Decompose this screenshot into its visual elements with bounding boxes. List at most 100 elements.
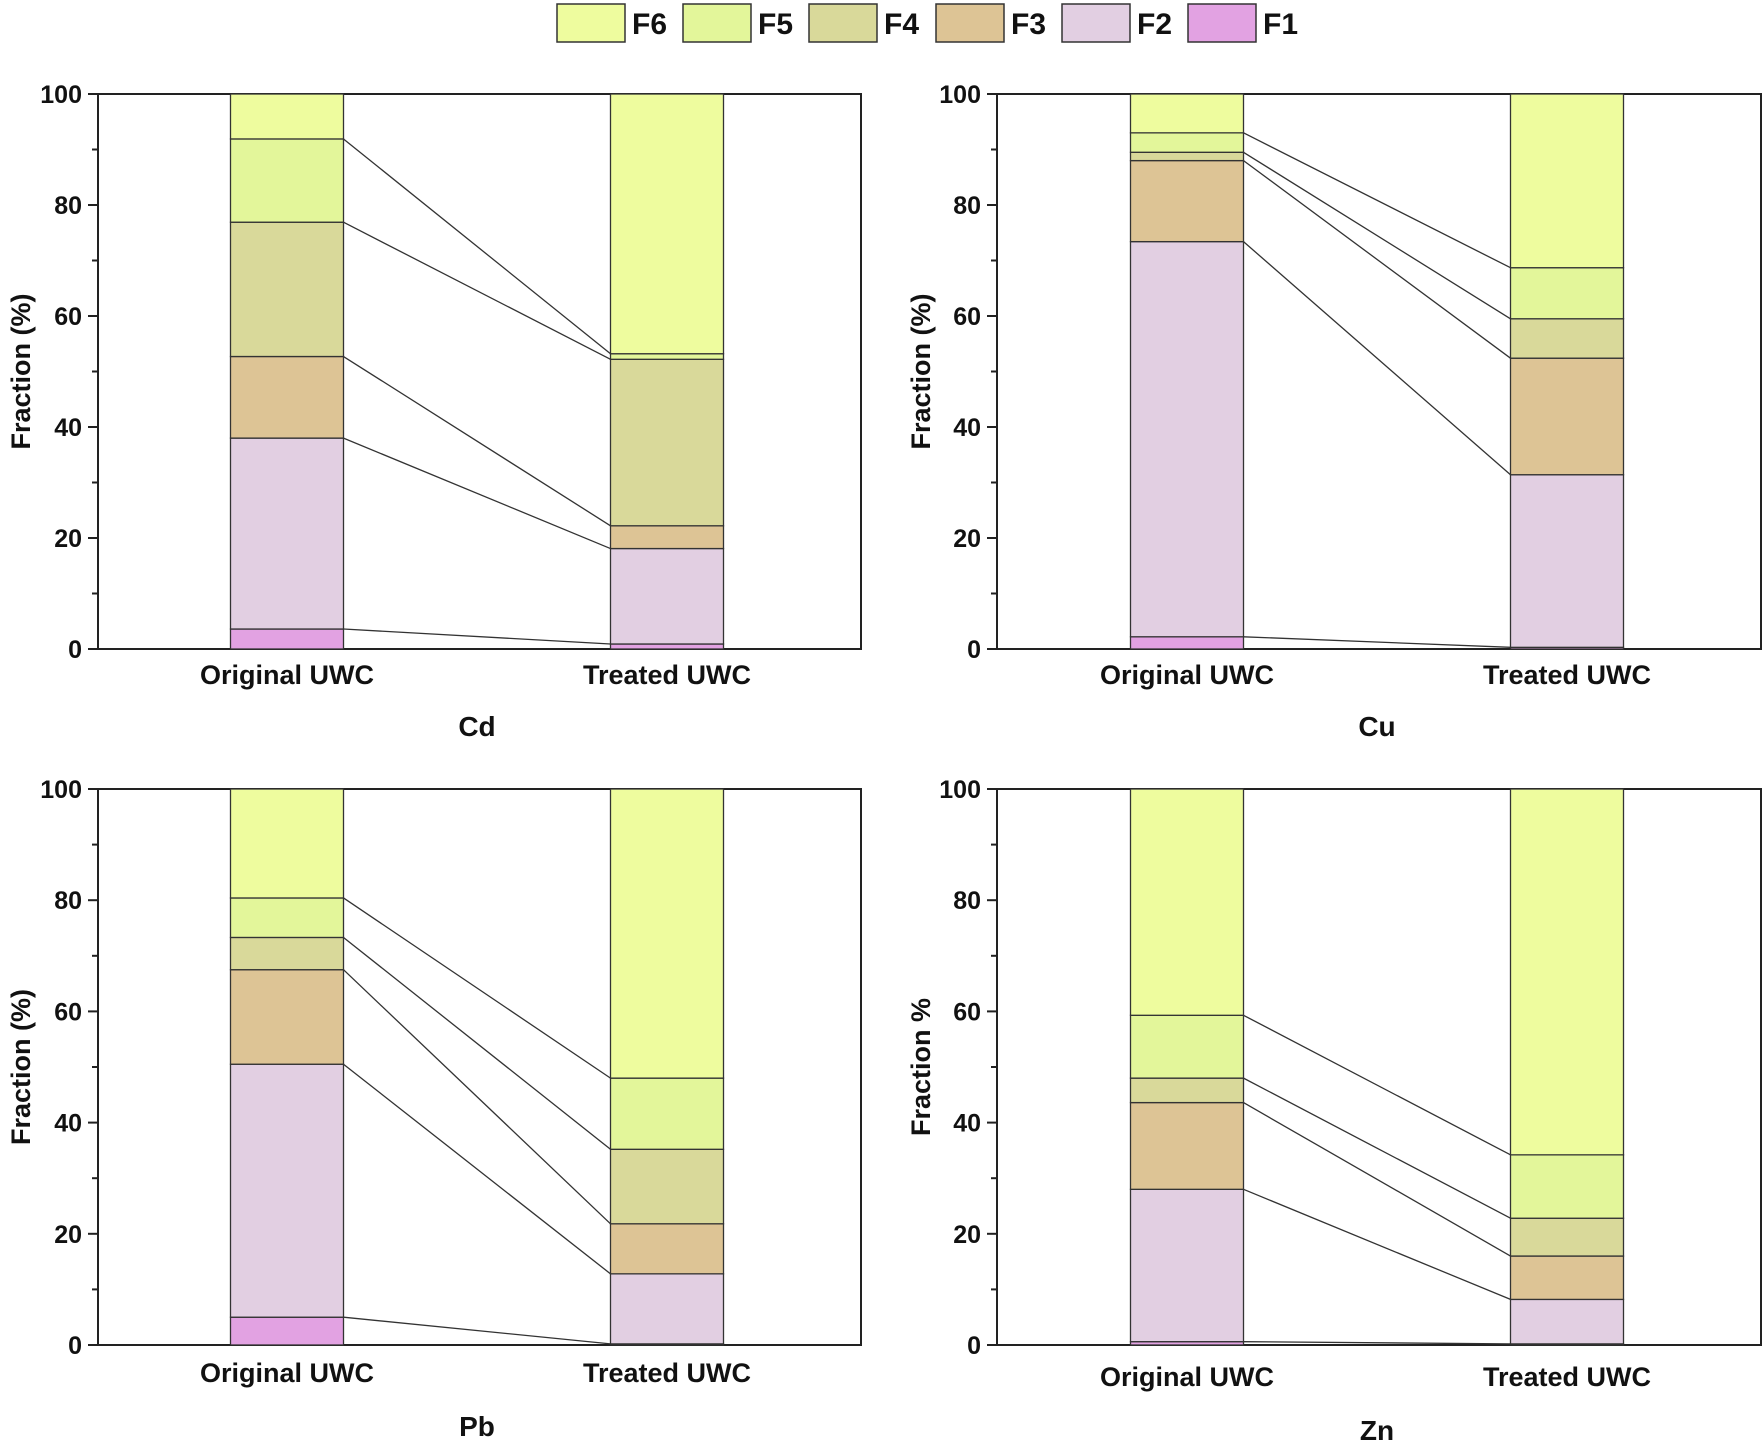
y-tick-label-cu-0: 0 [967,636,981,664]
bar-segment-cu-original-f1 [1129,636,1245,650]
y-tick-label-pb-40: 40 [54,1110,82,1138]
legend-label-f5: F5 [758,8,793,41]
connector-line-zn-f5 [1243,1014,1511,1156]
bar-segment-pb-treated-f6 [609,788,725,1079]
y-tick-label-pb-20: 20 [54,1221,82,1249]
bar-segment-cu-original-f2 [1129,240,1245,638]
legend-label-f4: F4 [884,8,919,41]
bar-segment-cu-original-f6 [1129,93,1245,134]
y-tick-label-zn-100: 100 [939,776,981,804]
connector-line-cu-f1 [1243,636,1511,648]
panel-title-cd: Cd [458,711,495,742]
bar-segment-zn-original-f4 [1129,1077,1245,1104]
legend-item-f6: F6 [556,3,667,43]
connector-line-cu-f4 [1243,151,1511,320]
x-category-label-cd-original: Original UWC [200,660,374,690]
y-tick-label-cd-100: 100 [40,81,82,109]
x-category-label-cd-treated: Treated UWC [583,660,751,690]
bar-segment-cd-original-f5 [229,138,345,223]
bar-segment-pb-treated-f5 [609,1077,725,1150]
y-axis-label-cd: Fraction (%) [6,293,36,449]
bar-segment-cd-treated-f4 [609,358,725,527]
legend-swatch-f3 [935,3,1005,43]
x-category-label-zn-treated: Treated UWC [1483,1362,1651,1392]
bar-segment-pb-treated-f2 [609,1273,725,1345]
bar-segment-cd-original-f1 [229,628,345,650]
legend-swatch-f1 [1187,3,1257,43]
bar-segment-cd-original-f3 [229,355,345,439]
connector-line-cu-f5 [1243,132,1511,269]
legend-swatch-f4 [808,3,878,43]
bar-segment-pb-original-f2 [229,1063,345,1318]
bar-segment-cd-treated-f3 [609,525,725,550]
y-tick-label-zn-0: 0 [967,1332,981,1360]
connector-line-zn-f3 [1243,1102,1511,1257]
panel-title-zn: Zn [1360,1415,1394,1444]
bar-segment-cu-treated-f4 [1509,318,1625,359]
bar-segment-zn-original-f2 [1129,1188,1245,1343]
bar-segment-zn-original-f6 [1129,788,1245,1016]
legend-label-f1: F1 [1263,8,1298,41]
bar-segment-zn-treated-f2 [1509,1298,1625,1345]
connector-line-pb-f4 [343,936,611,1150]
y-tick-label-cd-40: 40 [54,414,82,442]
bar-segment-pb-original-f5 [229,897,345,939]
connector-line-cd-f1 [343,628,611,645]
connector-line-zn-f2 [1243,1188,1511,1301]
panel-zn: 0 20 40 60 80 100 Fraction % Original UWC Treate… [906,776,1762,1444]
panel-title-pb: Pb [459,1411,495,1442]
x-category-label-cu-original: Original UWC [1100,660,1274,690]
panel-cu: 0 20 40 60 80 100 Fraction (%) Original UWC Trea… [906,81,1762,742]
bar-segment-pb-treated-f3 [609,1223,725,1275]
bar-segment-pb-original-f6 [229,788,345,899]
y-tick-label-pb-80: 80 [54,887,82,915]
panel-cd: 0 20 40 60 80 100 Fraction (%) Original UWC Trea… [6,81,862,742]
connector-line-cd-f2 [343,437,611,550]
y-tick-label-cd-0: 0 [68,636,82,664]
y-tick-label-cu-100: 100 [939,81,981,109]
y-tick-label-zn-80: 80 [953,887,981,915]
bar-segment-cu-original-f5 [1129,132,1245,153]
y-tick-label-zn-20: 20 [953,1221,981,1249]
bar-segment-cd-original-f4 [229,221,345,358]
y-axis-label-cu: Fraction (%) [906,293,936,449]
connector-line-pb-f1 [343,1316,611,1345]
bar-segment-pb-original-f3 [229,969,345,1065]
legend-label-f6: F6 [632,8,667,41]
bar-segment-cd-treated-f5 [609,353,725,360]
x-category-label-pb-treated: Treated UWC [583,1358,751,1388]
x-category-label-zn-original: Original UWC [1100,1362,1274,1392]
y-tick-label-pb-60: 60 [54,998,82,1026]
connector-line-cd-f4 [343,221,611,360]
plot-frame-zn [996,788,1762,1346]
connector-line-cu-f3 [1243,160,1511,359]
legend-item-f5: F5 [682,3,793,43]
bar-segment-pb-treated-f4 [609,1148,725,1225]
legend-item-f1: F1 [1187,3,1298,43]
y-tick-label-pb-0: 0 [68,1332,82,1360]
x-category-label-cu-treated: Treated UWC [1483,660,1651,690]
y-tick-label-zn-40: 40 [953,1110,981,1138]
bar-segment-zn-original-f3 [1129,1101,1245,1190]
legend-swatch-f5 [682,3,752,43]
bar-segment-cu-original-f3 [1129,159,1245,243]
legend-swatch-f2 [1061,3,1131,43]
bar-segment-zn-treated-f3 [1509,1255,1625,1301]
connector-line-cd-f5 [343,138,611,355]
bar-segment-zn-treated-f6 [1509,788,1625,1156]
bar-segment-cd-treated-f6 [609,93,725,355]
bar-segment-zn-treated-f5 [1509,1154,1625,1219]
legend-label-f3: F3 [1011,8,1046,41]
connector-line-pb-f2 [343,1063,611,1275]
bar-segment-cu-treated-f6 [1509,93,1625,269]
connector-line-cu-f2 [1243,241,1511,476]
x-category-label-pb-original: Original UWC [200,1358,374,1388]
chart-panels: 0 20 40 60 80 100 Fraction (%) Original UWC Trea… [6,81,1762,1444]
plot-frame-pb [97,788,862,1346]
panel-title-cu: Cu [1358,711,1395,742]
bar-segment-cd-treated-f2 [609,547,725,645]
plot-frame-cd [97,93,862,650]
bar-segment-cu-treated-f3 [1509,357,1625,476]
y-axis-label-zn: Fraction % [906,998,936,1136]
